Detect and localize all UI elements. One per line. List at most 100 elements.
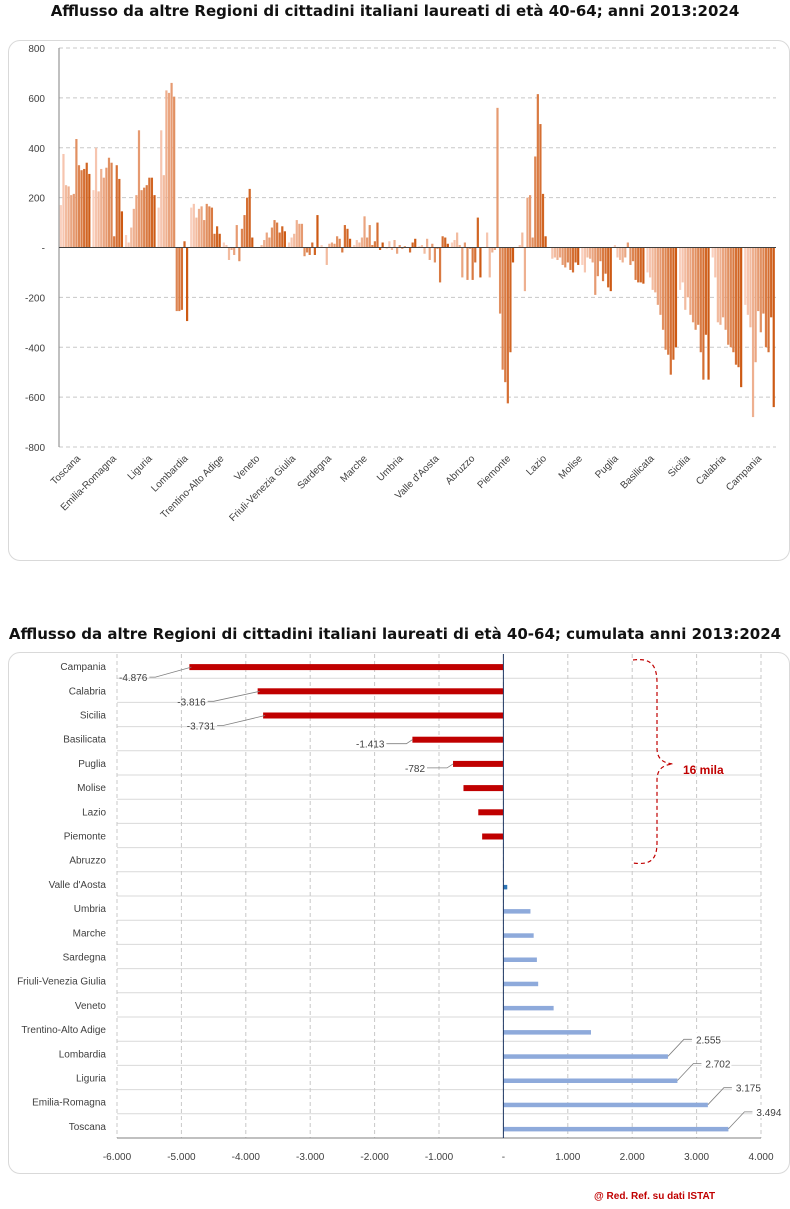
bar bbox=[355, 240, 358, 248]
bar bbox=[210, 207, 214, 248]
bar bbox=[358, 242, 361, 248]
bar bbox=[772, 247, 775, 408]
bar-liguria bbox=[503, 1078, 678, 1083]
category-label-emilia-romagna: Emilia-Romagna bbox=[32, 1098, 106, 1109]
bar bbox=[72, 193, 75, 248]
leader-line-calabria bbox=[207, 690, 260, 702]
bar bbox=[456, 232, 459, 248]
bar bbox=[528, 195, 532, 248]
data-label-bg-lombardia bbox=[691, 1032, 722, 1046]
x-tick-label-marche: Marche bbox=[338, 453, 370, 485]
bar bbox=[594, 247, 597, 295]
bar bbox=[762, 247, 765, 314]
data-label-toscana: 3.494 bbox=[756, 1108, 781, 1119]
x-tick-label-friuli-venezia-giulia: Friuli-Venezia Giulia bbox=[227, 453, 298, 524]
data-label-basilicata: -1.413 bbox=[356, 740, 385, 751]
x-tick-label: -2.000 bbox=[360, 1152, 389, 1163]
bar bbox=[721, 247, 725, 318]
y-tick-label: 400 bbox=[28, 144, 45, 155]
bar bbox=[631, 247, 635, 262]
bar bbox=[621, 247, 624, 263]
bar bbox=[764, 247, 768, 348]
bar bbox=[328, 243, 331, 248]
data-label-emilia-romagna: 3.175 bbox=[736, 1084, 761, 1095]
bar bbox=[506, 247, 509, 404]
bar bbox=[338, 238, 341, 248]
bar bbox=[634, 247, 637, 280]
bar bbox=[77, 165, 81, 248]
bar bbox=[629, 247, 632, 265]
bar bbox=[260, 245, 263, 248]
bar bbox=[479, 247, 482, 278]
bar bbox=[143, 187, 146, 248]
category-label-umbria: Umbria bbox=[74, 904, 107, 915]
x-tick-label: -1.000 bbox=[425, 1152, 454, 1163]
bar bbox=[581, 247, 584, 265]
data-label-liguria: 2.702 bbox=[705, 1060, 730, 1071]
bar bbox=[398, 245, 401, 248]
bar-trentino-alto-adige bbox=[503, 1030, 591, 1035]
bar bbox=[170, 82, 173, 248]
category-label-lazio: Lazio bbox=[82, 807, 106, 818]
bar bbox=[659, 247, 662, 315]
y-tick-label: 200 bbox=[28, 194, 45, 205]
bar bbox=[190, 207, 193, 248]
bar bbox=[539, 124, 542, 248]
bar bbox=[311, 242, 314, 248]
bar bbox=[586, 247, 589, 258]
bar bbox=[213, 233, 216, 248]
chart1-panel: 800 600 400 200- -200 -400 -600 -800 Toscana Emil… bbox=[8, 40, 790, 561]
data-label-bg-liguria bbox=[701, 1056, 732, 1070]
leader-line-basilicata bbox=[386, 739, 413, 745]
leader-line-emilia-romagna bbox=[707, 1087, 734, 1105]
x-tick-label: -5.000 bbox=[167, 1152, 196, 1163]
source-credit: @ Red. Ref. su dati ISTAT bbox=[594, 1191, 716, 1202]
leader-line-puglia bbox=[427, 763, 454, 769]
bar-sardegna bbox=[503, 957, 537, 962]
bar bbox=[316, 215, 319, 248]
category-label-abruzzo: Abruzzo bbox=[69, 856, 106, 867]
data-label-calabria: -3.816 bbox=[177, 697, 206, 708]
bar bbox=[436, 247, 439, 249]
bar-umbria bbox=[503, 909, 531, 914]
bar bbox=[744, 247, 747, 305]
bar-lazio bbox=[478, 809, 504, 816]
bar-valle-d-aosta bbox=[503, 884, 508, 890]
category-label-piemonte: Piemonte bbox=[64, 832, 107, 843]
bar bbox=[496, 107, 499, 248]
x-tick-label-calabria: Calabria bbox=[694, 453, 728, 487]
bar bbox=[180, 247, 184, 310]
bar bbox=[574, 247, 577, 263]
bar bbox=[569, 247, 572, 270]
bar bbox=[719, 247, 722, 325]
bar bbox=[396, 247, 399, 254]
category-label-liguria: Liguria bbox=[76, 1074, 106, 1085]
annotation-16-mila: 16 mila bbox=[683, 763, 724, 777]
bar bbox=[293, 233, 296, 248]
bar bbox=[222, 242, 225, 248]
bar bbox=[200, 206, 203, 248]
bar bbox=[238, 247, 241, 262]
x-tick-label-liguria: Liguria bbox=[126, 453, 155, 482]
x-tick-label-lazio: Lazio bbox=[524, 453, 549, 478]
bar bbox=[348, 238, 352, 248]
category-label-campania: Campania bbox=[60, 662, 106, 673]
bar bbox=[145, 185, 148, 248]
bar bbox=[80, 170, 83, 248]
x-tick-label: -4.000 bbox=[232, 1152, 261, 1163]
bar bbox=[648, 247, 652, 278]
bar bbox=[453, 240, 456, 248]
bar-basilicata bbox=[412, 736, 504, 743]
bar bbox=[88, 173, 91, 248]
chart2-title: Afflusso da altre Regioni di cittadini i… bbox=[8, 625, 782, 643]
bar bbox=[686, 247, 689, 298]
bar bbox=[740, 247, 743, 388]
y-tick-label: -600 bbox=[25, 393, 45, 404]
bar bbox=[150, 177, 154, 248]
bar bbox=[325, 247, 328, 265]
bar bbox=[729, 247, 732, 348]
category-label-sardegna: Sardegna bbox=[63, 953, 107, 964]
bar bbox=[737, 247, 740, 368]
bar bbox=[85, 162, 88, 248]
bar bbox=[468, 247, 472, 249]
